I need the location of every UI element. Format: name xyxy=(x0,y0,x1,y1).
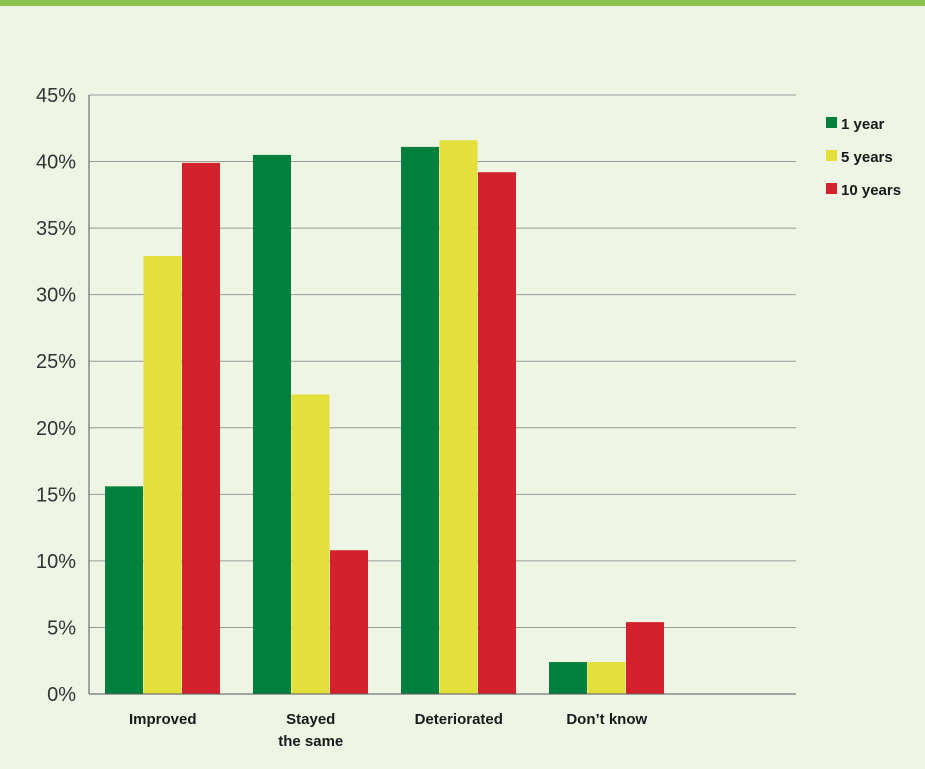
x-tick-label: Don’t know xyxy=(566,711,647,728)
y-tick-label: 40% xyxy=(36,152,76,174)
x-tick-label: Stayed xyxy=(286,711,335,728)
legend: 1 year 5 years 10 years xyxy=(826,116,901,199)
x-tick-label: Deteriorated xyxy=(415,711,503,728)
legend-swatch xyxy=(826,150,837,161)
bar xyxy=(253,154,291,694)
bar xyxy=(143,256,182,694)
bar xyxy=(478,172,516,694)
axes xyxy=(88,95,796,695)
bar xyxy=(401,146,439,694)
y-tick-label: 20% xyxy=(36,418,76,440)
y-tick-label: 25% xyxy=(36,351,76,373)
y-tick-label: 5% xyxy=(47,617,76,639)
bar xyxy=(549,662,587,694)
bar xyxy=(105,486,143,694)
legend-label: 5 years xyxy=(841,149,893,166)
top-accent-rule xyxy=(0,0,925,6)
bar xyxy=(330,550,368,694)
bar xyxy=(182,162,220,695)
legend-swatch xyxy=(826,183,837,194)
bar xyxy=(291,394,330,694)
x-tick-label: the same xyxy=(278,733,343,750)
legend-label: 10 years xyxy=(841,182,901,199)
legend-swatch xyxy=(826,117,837,128)
legend-label: 1 year xyxy=(841,116,885,133)
bar xyxy=(439,140,478,694)
bars xyxy=(105,140,664,695)
x-axis-ticks: Improved Stayed the same Deteriorated Don’t … xyxy=(129,711,647,750)
y-axis-ticks: 0% 5% 10% 15% 20% 25% 30% 35% 40% 45% xyxy=(36,85,76,706)
y-tick-label: 0% xyxy=(47,684,76,706)
bar xyxy=(587,662,626,694)
y-tick-label: 15% xyxy=(36,484,76,506)
bar xyxy=(626,622,664,694)
y-tick-label: 35% xyxy=(36,218,76,240)
x-tick-label: Improved xyxy=(129,711,197,728)
y-tick-label: 10% xyxy=(36,551,76,573)
y-tick-label: 45% xyxy=(36,85,76,107)
y-tick-label: 30% xyxy=(36,285,76,307)
